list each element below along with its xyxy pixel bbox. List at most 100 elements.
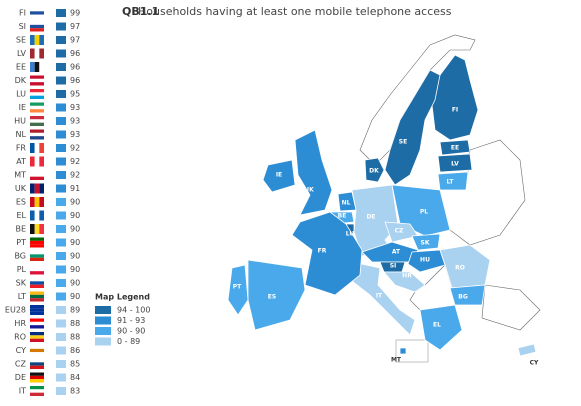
- country-region: [407, 249, 446, 273]
- flag-stripe: [30, 11, 44, 15]
- value: 90: [70, 198, 80, 207]
- value-swatch: [56, 346, 66, 355]
- flag-stripe: [39, 156, 44, 167]
- value: 91: [70, 184, 80, 193]
- flag-stripe: [39, 48, 44, 59]
- country-code: PT: [16, 238, 26, 247]
- value-swatch: [56, 22, 66, 31]
- value: 99: [70, 9, 80, 18]
- map-country-label: IE: [276, 172, 282, 179]
- legend-title: Map Legend: [95, 293, 150, 302]
- country-code: CY: [16, 346, 26, 355]
- value-swatch: [56, 90, 66, 98]
- flag-stripe: [30, 318, 44, 322]
- country-region: [291, 211, 363, 296]
- country-code: IT: [19, 387, 26, 396]
- flag-stripe: [30, 105, 44, 110]
- map-country-label: FR: [318, 248, 327, 255]
- flag-stripe: [30, 345, 44, 349]
- value-swatch: [56, 373, 66, 382]
- flag-stripe: [30, 362, 44, 366]
- country-code: MT: [14, 171, 26, 180]
- flag-stripe: [30, 267, 44, 272]
- flag-stripe: [30, 122, 44, 126]
- flag-stripe: [30, 224, 35, 234]
- flag-stripe: [30, 197, 35, 207]
- country-region: [294, 129, 333, 216]
- flag-stripe: [39, 62, 44, 72]
- value: 90: [70, 225, 80, 234]
- flag-stripe: [30, 332, 44, 336]
- flag-stripe: [30, 14, 44, 18]
- value-swatch: [56, 265, 66, 274]
- flag-stripe: [30, 78, 44, 83]
- map-country-label: MT: [391, 357, 402, 364]
- flag-stripe: [30, 156, 35, 167]
- legend-label: 90 - 90: [117, 327, 145, 336]
- flag-stripe: [30, 92, 44, 96]
- map-country-label: LT: [447, 179, 455, 186]
- value: 88: [70, 319, 80, 328]
- non-eu-land: [481, 284, 541, 331]
- value-swatch: [56, 63, 66, 71]
- country-code: DE: [15, 373, 26, 382]
- map-country-label: DE: [366, 214, 375, 221]
- flag-stripe: [30, 298, 44, 302]
- country-code: FI: [19, 9, 26, 18]
- map-country-label: HU: [420, 257, 430, 264]
- flag-stripe: [39, 224, 44, 234]
- map-country-label: LV: [451, 161, 459, 168]
- country-code: FR: [16, 144, 27, 153]
- map-country-label: SE: [399, 139, 407, 146]
- country-code: LV: [17, 49, 27, 58]
- flag-stripe: [34, 197, 40, 207]
- country-code: LU: [16, 90, 26, 99]
- country-code: EL: [16, 211, 26, 220]
- country-code: ES: [16, 198, 26, 207]
- value-swatch: [56, 144, 66, 152]
- country-code: IE: [19, 103, 26, 112]
- map-country-label: BE: [338, 213, 347, 220]
- map-country-label: BG: [458, 294, 468, 301]
- flag-stripe: [30, 305, 44, 309]
- legend-swatch: [95, 316, 111, 325]
- flag-stripe: [30, 389, 44, 393]
- country-region: [517, 343, 537, 357]
- value: 90: [70, 292, 80, 301]
- value-swatch: [56, 238, 66, 247]
- flag-stripe: [30, 119, 44, 123]
- value: 96: [70, 76, 80, 85]
- country-region: [449, 284, 486, 306]
- flag-stripe: [30, 321, 44, 326]
- flag-stripe: [30, 109, 44, 113]
- flag-stripe: [30, 173, 44, 177]
- flag-stripe: [30, 28, 44, 32]
- country-code: UK: [15, 184, 27, 193]
- value: 84: [70, 373, 80, 382]
- value: 85: [70, 360, 80, 369]
- country-code: HU: [14, 117, 26, 126]
- flag-stripe: [39, 143, 44, 153]
- map-country-label: SI: [390, 263, 397, 270]
- flag-stripe: [30, 372, 44, 376]
- country-code: PL: [17, 265, 27, 274]
- value-swatch: [56, 171, 66, 179]
- flag-stripe: [30, 386, 44, 390]
- country-code: HR: [14, 319, 26, 328]
- flag-stripe: [30, 244, 44, 248]
- flag-stripe: [30, 278, 44, 282]
- flag-stripe: [34, 62, 40, 72]
- value-swatch: [56, 9, 66, 17]
- value: 90: [70, 279, 80, 288]
- value: 92: [70, 157, 80, 166]
- value: 90: [70, 252, 80, 261]
- flag-stripe: [34, 48, 40, 59]
- flag-stripe: [30, 311, 44, 315]
- flag-stripe: [30, 352, 44, 356]
- flag-stripe: [30, 271, 44, 275]
- flag-stripe: [30, 136, 44, 140]
- value-swatch: [56, 184, 66, 193]
- country-region: [411, 233, 441, 251]
- country-code: RO: [14, 333, 26, 342]
- value-swatch: [56, 252, 66, 260]
